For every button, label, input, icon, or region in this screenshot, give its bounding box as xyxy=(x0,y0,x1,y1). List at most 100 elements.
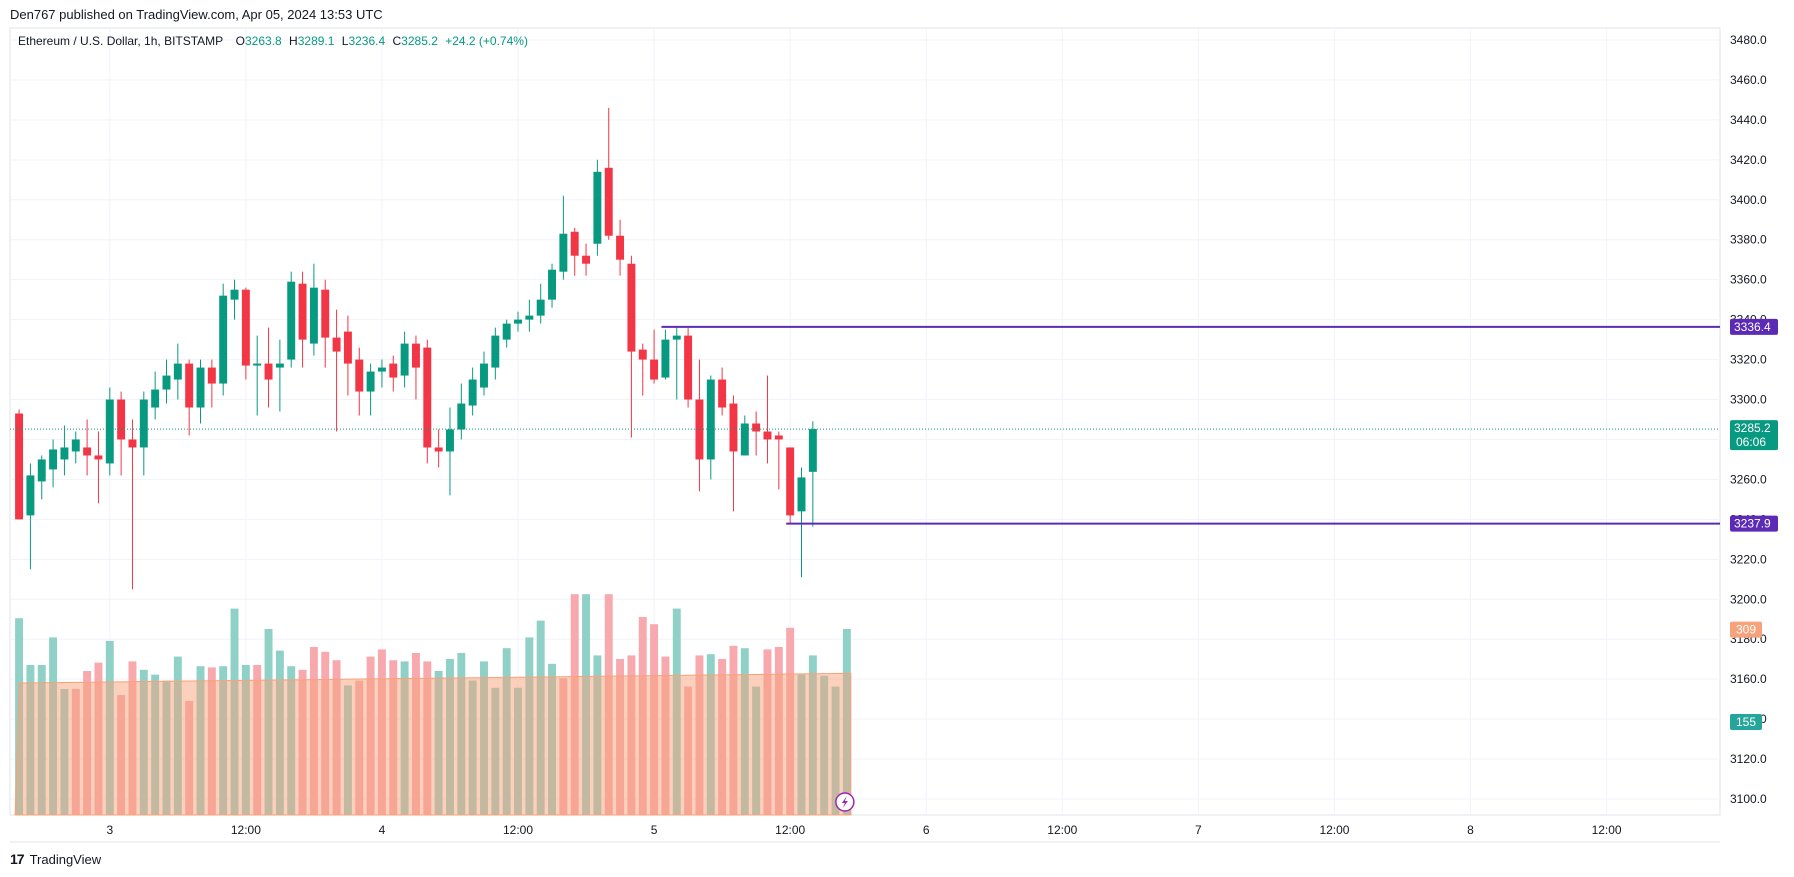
x-tick-label: 5 xyxy=(651,823,658,837)
candle-body xyxy=(139,399,148,448)
y-tick-label: 3320.0 xyxy=(1730,353,1767,367)
candle-body xyxy=(525,315,534,320)
candle-body xyxy=(718,379,727,408)
candle-body xyxy=(536,299,545,316)
y-tick-label: 3380.0 xyxy=(1730,233,1767,247)
y-tick-label: 3260.0 xyxy=(1730,472,1767,486)
axes: 3480.0 3460.0 3440.0 3420.0 3400.0 3380.0 3360… xyxy=(106,33,1767,837)
last-price-label: 3285.2 xyxy=(1734,421,1771,435)
candle-body xyxy=(355,359,364,392)
candle-body xyxy=(298,283,307,340)
y-tick-label: 3220.0 xyxy=(1730,552,1767,566)
candle-body xyxy=(309,287,318,344)
change-value: +24.2 (+0.74%) xyxy=(445,34,528,48)
horizontal-levels xyxy=(10,325,1720,525)
publisher-line: Den767 published on TradingView.com, Apr… xyxy=(10,7,383,22)
y-tick-label: 3200.0 xyxy=(1730,592,1767,606)
candle-body xyxy=(774,435,783,440)
volume-tag xyxy=(1730,621,1762,638)
candle-body xyxy=(377,367,386,372)
candle-body xyxy=(83,447,92,456)
volume-tag-label: 309 xyxy=(1736,623,1756,637)
brand-name[interactable]: TradingView xyxy=(29,851,102,867)
candle-body xyxy=(740,423,749,456)
candlesticks xyxy=(15,107,817,590)
high-label: H xyxy=(289,34,298,48)
plot-frame xyxy=(9,27,1721,816)
candle-body xyxy=(264,363,273,380)
y-tick-label: 3460.0 xyxy=(1730,73,1767,87)
candle-body xyxy=(71,439,80,452)
candle-body xyxy=(105,399,114,464)
candle-body xyxy=(389,363,398,378)
x-tick-label: 12:00 xyxy=(1047,823,1077,837)
candle-body xyxy=(786,447,795,516)
candle-body xyxy=(616,235,625,260)
x-tick-label: 8 xyxy=(1467,823,1474,837)
x-tick-label: 12:00 xyxy=(1592,823,1622,837)
candle-body xyxy=(185,363,194,408)
level-price-label: 3336.4 xyxy=(1734,320,1771,334)
x-tick-label: 3 xyxy=(106,823,113,837)
x-tick-label: 12:00 xyxy=(231,823,261,837)
candle-body xyxy=(230,289,239,300)
high-value: 3289.1 xyxy=(297,34,335,48)
y-tick-label: 3360.0 xyxy=(1730,273,1767,287)
candle-body xyxy=(128,439,137,448)
x-tick-label: 6 xyxy=(923,823,930,837)
candle-body xyxy=(763,431,772,440)
candle-body xyxy=(332,337,341,352)
x-tick-label: 4 xyxy=(379,823,386,837)
y-tick-label: 3400.0 xyxy=(1730,193,1767,207)
last-price-tag xyxy=(1730,420,1778,451)
candle-body xyxy=(650,359,659,380)
close-label: C xyxy=(392,34,402,48)
candle-body xyxy=(808,429,817,472)
candle-body xyxy=(26,475,35,516)
candle-body xyxy=(253,363,262,366)
candle-body xyxy=(366,371,375,392)
candle-body xyxy=(60,447,69,460)
candle-body xyxy=(491,335,500,368)
x-tick-label: 12:00 xyxy=(503,823,533,837)
candle-body xyxy=(706,379,715,460)
x-tick-label: 7 xyxy=(1195,823,1202,837)
tradingview-logo-icon[interactable]: 17 xyxy=(10,851,25,867)
candle-body xyxy=(684,335,693,400)
candle-body xyxy=(446,429,454,452)
candle-body xyxy=(593,171,602,244)
candle-body xyxy=(672,335,681,340)
candle-body xyxy=(196,367,205,408)
candle-body xyxy=(797,477,806,512)
candle-body xyxy=(434,447,443,452)
candle-body xyxy=(151,389,160,408)
candle-body xyxy=(275,363,284,368)
candle-body xyxy=(638,349,647,360)
candle-body xyxy=(37,459,46,482)
candle-body xyxy=(480,363,488,388)
candle-body xyxy=(241,289,250,366)
candle-body xyxy=(400,343,409,376)
candle-body xyxy=(548,269,556,300)
candle-body xyxy=(287,281,296,360)
symbol-title: Ethereum / U.S. Dollar, 1h, BITSTAMP xyxy=(18,34,223,48)
candle-body xyxy=(570,231,579,256)
candle-body xyxy=(729,403,738,452)
y-tick-label: 3480.0 xyxy=(1730,33,1767,47)
candle-body xyxy=(695,399,704,460)
level-price-tag xyxy=(1730,318,1778,335)
level-price-tag xyxy=(1730,515,1778,532)
x-tick-label: 12:00 xyxy=(1319,823,1349,837)
volume-tag xyxy=(1730,714,1762,730)
close-value: 3285.2 xyxy=(401,34,438,48)
footer: 17 TradingView xyxy=(10,851,101,867)
y-tick-label: 3440.0 xyxy=(1730,113,1767,127)
volume-ma-area xyxy=(14,672,852,816)
candle-body xyxy=(604,167,613,236)
x-tick-label: 12:00 xyxy=(775,823,805,837)
candle-body xyxy=(162,375,171,390)
low-value: 3236.4 xyxy=(348,34,386,48)
candle-body xyxy=(15,413,24,520)
candle-body xyxy=(502,323,511,340)
